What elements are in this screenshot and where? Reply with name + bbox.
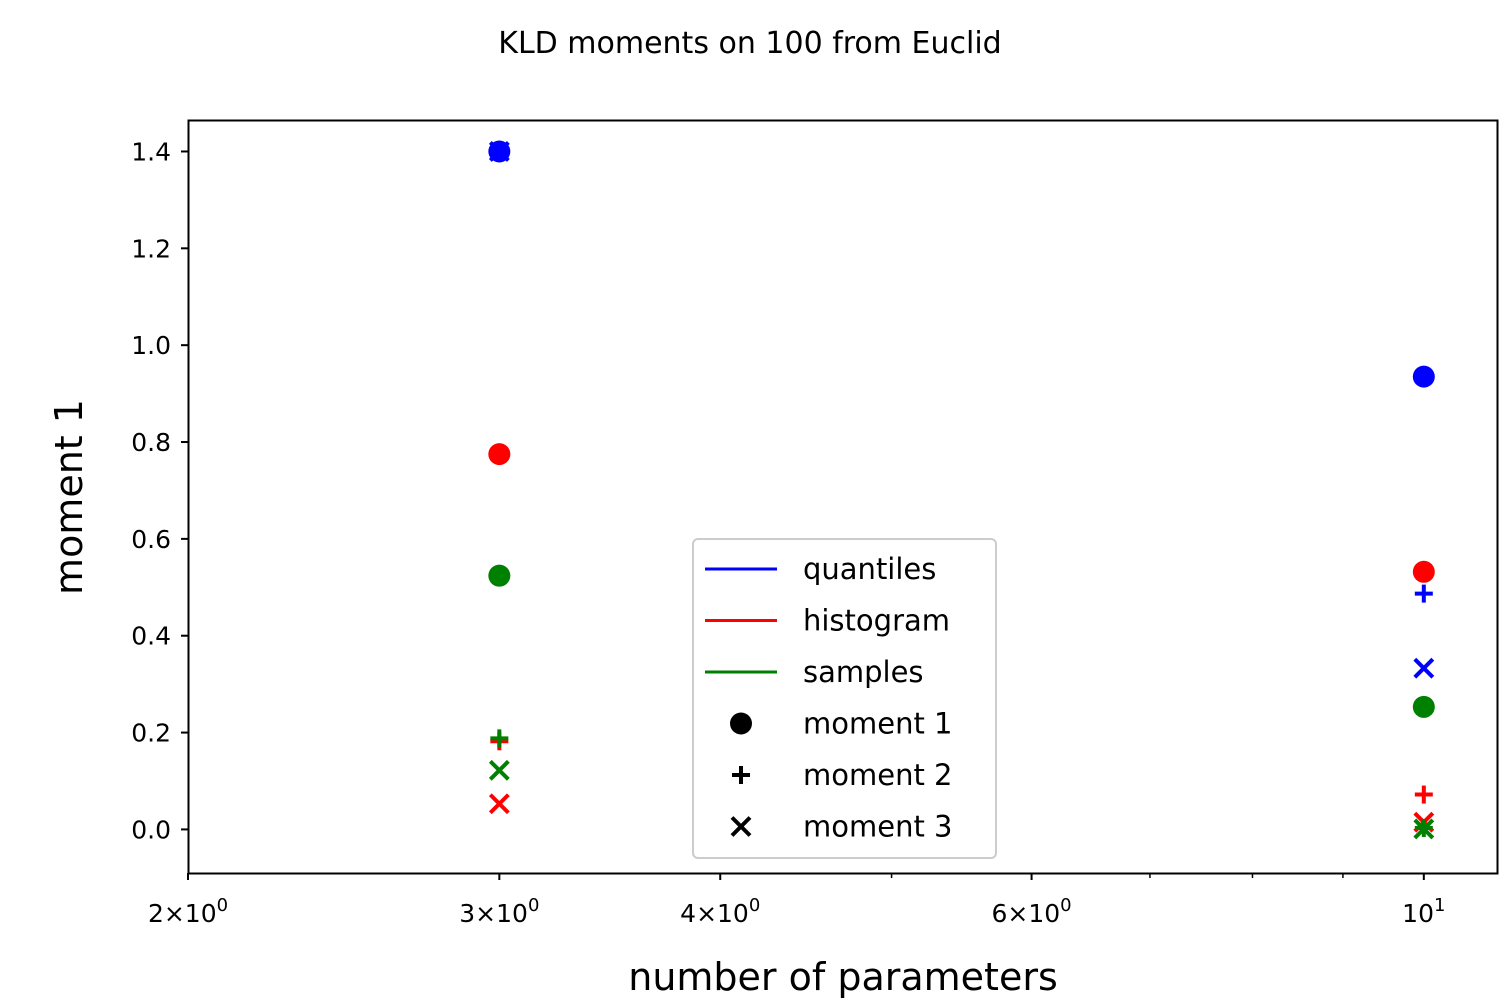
legend-marker-x bbox=[730, 816, 752, 837]
chart-title: KLD moments on 100 from Euclid bbox=[498, 26, 1001, 61]
histogram-moment1-point bbox=[1412, 560, 1435, 583]
legend-label: moment 2 bbox=[803, 758, 953, 792]
quantiles-moment2-point bbox=[1414, 584, 1433, 603]
legend-label: quantiles bbox=[803, 552, 936, 586]
x-axis-label: number of parameters bbox=[628, 955, 1058, 999]
x-tick-label: 6×100 bbox=[992, 895, 1072, 928]
axis-ticks: 0.0 0.2 0.4 0.6 0.8 1.0 1.2 1.4 2×100 3×100 4×100 6… bbox=[131, 137, 1445, 928]
y-tick-label: 0.6 bbox=[131, 525, 171, 554]
legend-label: samples bbox=[803, 655, 924, 689]
samples-moment3-point bbox=[488, 759, 510, 781]
y-tick-label: 0.4 bbox=[131, 622, 171, 651]
x-tick-label: 2×100 bbox=[148, 895, 228, 928]
histogram-moment1-point bbox=[488, 443, 511, 466]
quantiles-moment3-point bbox=[1413, 657, 1435, 679]
axes-frame bbox=[187, 119, 1499, 875]
quantiles-moment3-point bbox=[488, 141, 510, 162]
legend-marker-plus bbox=[732, 766, 750, 784]
y-tick-label: 0.0 bbox=[131, 815, 171, 844]
legend-label: histogram bbox=[803, 604, 950, 638]
y-tick-label: 0.2 bbox=[131, 719, 171, 748]
legend: quantiles histogram samples moment 1 moment … bbox=[692, 538, 997, 859]
legend-label: moment 3 bbox=[803, 810, 953, 844]
legend-box bbox=[692, 538, 997, 859]
samples-moment1-point bbox=[488, 564, 511, 587]
samples-moment2-point bbox=[490, 729, 509, 748]
quantiles-moment1-point bbox=[1412, 365, 1435, 388]
y-axis-label: moment 1 bbox=[47, 399, 91, 595]
legend-marker-circle bbox=[730, 712, 752, 735]
samples-moment1-point bbox=[1412, 695, 1435, 718]
legend-label: moment 1 bbox=[803, 707, 953, 741]
y-tick-label: 1.0 bbox=[131, 331, 171, 360]
samples-moment3-point bbox=[1413, 818, 1435, 840]
y-tick-label: 1.4 bbox=[131, 137, 171, 166]
histogram-moment3-point bbox=[488, 793, 510, 815]
x-tick-label: 4×100 bbox=[680, 895, 760, 928]
y-tick-label: 0.8 bbox=[131, 428, 171, 457]
plot-area bbox=[488, 140, 1435, 840]
y-tick-label: 1.2 bbox=[131, 234, 171, 263]
histogram-moment2-point bbox=[1414, 785, 1433, 804]
x-tick-label: 101 bbox=[1402, 895, 1445, 928]
x-tick-label: 3×100 bbox=[459, 895, 539, 928]
